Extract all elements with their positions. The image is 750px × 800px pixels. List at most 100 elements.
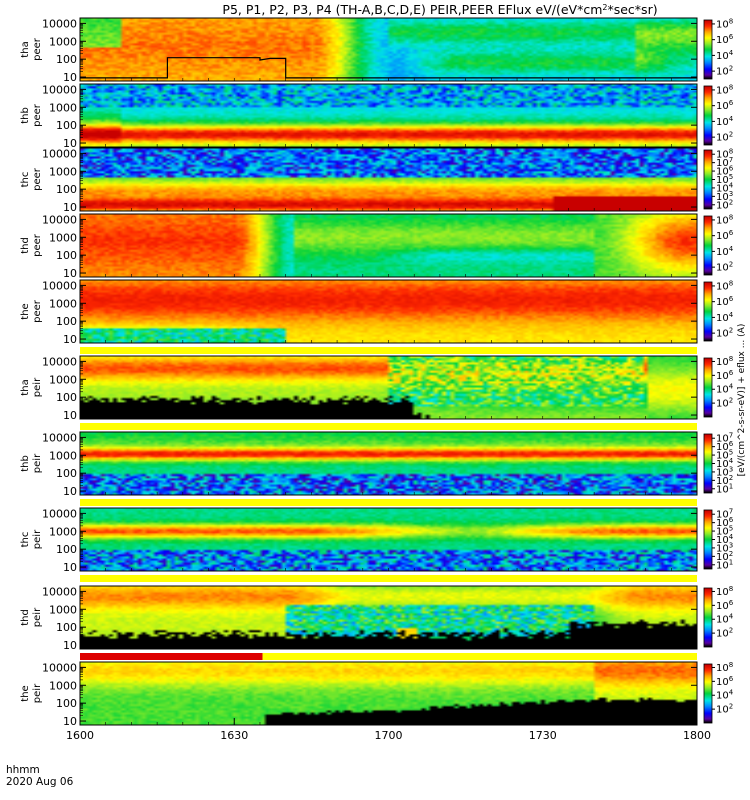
colorbar-tick-label: 104 [716,457,734,470]
y-tick-label: 10000 [42,17,77,30]
colorbar-label: [eV/(cm^2-s-sr-eV)] + eflux ... (A) [737,324,747,477]
y-tick-label: 1000 [49,373,77,386]
panel-thd-peer: 10000 1000 100 10 thdpeer 108 106 104 102 [20,213,734,280]
colorbar-tick-label: 106 [716,229,734,242]
product-label: peer [32,167,43,191]
flag-segment [80,423,697,430]
y-tick-label: 100 [56,315,77,328]
probe-label: thb [20,455,31,472]
y-tick-label: 10000 [42,585,77,598]
y-tick-label: 1000 [49,165,77,178]
y-tick-label: 10000 [42,431,77,444]
colorbar [704,282,712,341]
spectrogram-image [80,356,697,419]
y-tick-label: 100 [56,183,77,196]
quality-flag-bar [80,575,697,582]
colorbar [704,510,712,569]
panel-label: thbpeir [20,453,43,473]
probe-label: thb [20,107,31,124]
colorbar-tick-label: 104 [716,383,734,396]
y-tick-label: 100 [56,467,77,480]
panel-label: thdpeir [20,607,43,627]
spectrogram-image [80,586,697,649]
colorbar-tick-label: 106 [716,369,734,382]
colorbar-tick-label: 108 [716,585,733,598]
y-tick-label: 10 [63,639,77,652]
spectrogram-image [80,214,697,277]
panel-label: thapeer [20,37,43,61]
colorbar-tick-label: 108 [716,279,733,292]
colorbar-frame [703,663,713,724]
colorbar-tick-label: 101 [716,558,733,571]
y-tick-label: 10000 [42,507,77,520]
colorbar-tick-label: 104 [716,689,734,702]
x-tick-label: 1600 [66,729,94,742]
quality-flag-bar [80,653,697,660]
quality-flag-bar [80,423,697,430]
title-sup: 2 [602,3,607,12]
colorbar-tick-label: 102 [716,198,733,211]
colorbar [704,150,712,209]
probe-label: thc [20,172,31,188]
y-tick-label: 10000 [42,355,77,368]
y-tick-label: 10 [63,561,77,574]
probe-label: thd [20,237,31,254]
panels-group: 10000100010010thapeer1081061041021000010… [20,17,747,728]
probe-label: tha [20,379,31,395]
colorbar-frame [703,85,713,146]
colorbar-frame [703,215,713,276]
colorbar-tick-label: 105 [716,449,733,462]
colorbar-tick-label: 107 [716,156,733,169]
y-tick-label: 1000 [49,679,77,692]
colorbar-frame [703,19,713,80]
panel-label: thapeir [20,377,43,397]
colorbar-tick-label: 106 [716,599,734,612]
y-tick-label: 1000 [49,525,77,538]
colorbar-tick-label: 102 [716,397,733,410]
panel-thb-peir: 10000 1000 100 10 thbpeir 1071061051041031021… [20,431,734,498]
colorbar-tick-label: 105 [716,525,733,538]
colorbar-tick-label: 104 [716,115,734,128]
colorbar-tick-label: 104 [716,533,734,546]
product-label: peer [32,299,43,323]
flag-segment [80,499,697,506]
title-tail: *sec*sr) [607,2,657,17]
colorbar-tick-label: 103 [716,190,733,203]
colorbar [704,588,712,647]
colorbar-tick-label: 102 [716,550,733,563]
x-tick-label: 1800 [683,729,711,742]
probe-label: thc [20,532,31,548]
colorbar [704,358,712,417]
y-tick-label: 100 [56,543,77,556]
colorbar [704,434,712,493]
y-tick-label: 100 [56,249,77,262]
product-label: peer [32,103,43,127]
panel-thc-peir: 10000 1000 100 10 thcpeir 1071061051041031021… [20,507,734,574]
spectrogram-image [80,432,697,495]
spectrogram-image [80,148,697,211]
colorbar-tick-label: 102 [716,474,733,487]
y-tick-label: 10 [63,715,77,728]
xaxis-label-hhmm: hhmm [6,764,40,776]
colorbar-tick-label: 102 [716,261,733,274]
colorbar-tick-label: 106 [716,99,734,112]
y-tick-label: 10 [63,267,77,280]
colorbar-tick-label: 106 [716,675,734,688]
colorbar-tick-label: 108 [716,213,733,226]
y-tick-label: 10000 [42,661,77,674]
y-tick-label: 100 [56,53,77,66]
y-tick-label: 10 [63,137,77,150]
y-tick-label: 10000 [42,83,77,96]
y-tick-label: 10 [63,333,77,346]
title-main: P5, P1, P2, P3, P4 (TH-A,B,C,D,E) PEIR,P… [222,2,602,17]
panel-label: thepeir [20,683,43,703]
colorbar-tick-label: 102 [716,131,733,144]
spectrogram-image [80,662,697,725]
y-tick-label: 10 [63,485,77,498]
x-tick-label: 1630 [220,729,248,742]
colorbar-tick-label: 104 [716,49,734,62]
y-tick-label: 100 [56,391,77,404]
colorbar-frame [703,587,713,648]
